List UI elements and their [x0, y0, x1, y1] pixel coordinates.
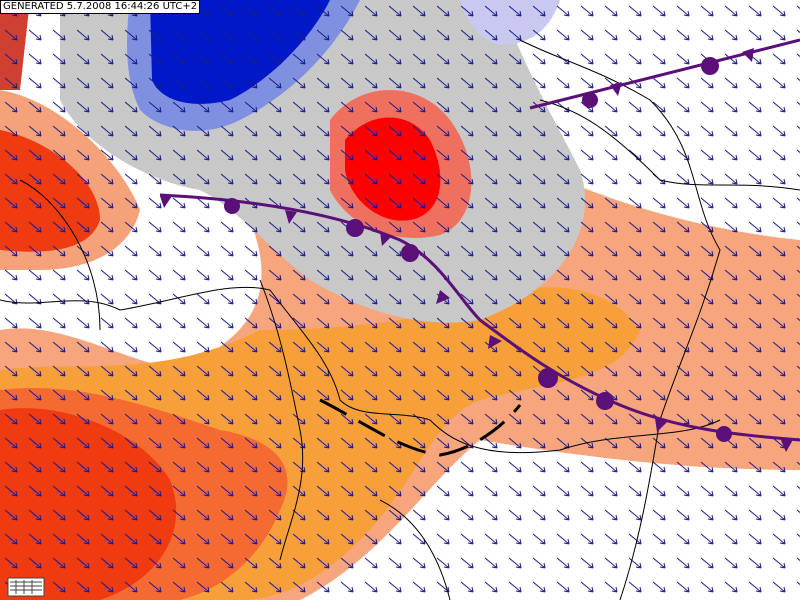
- trough-line: [319, 398, 522, 457]
- borders: [0, 39, 800, 600]
- legend-icon: [7, 577, 45, 597]
- generated-label: GENERATED 5.7.2008 16:44:26 UTC+2: [0, 0, 201, 14]
- front: [159, 38, 800, 452]
